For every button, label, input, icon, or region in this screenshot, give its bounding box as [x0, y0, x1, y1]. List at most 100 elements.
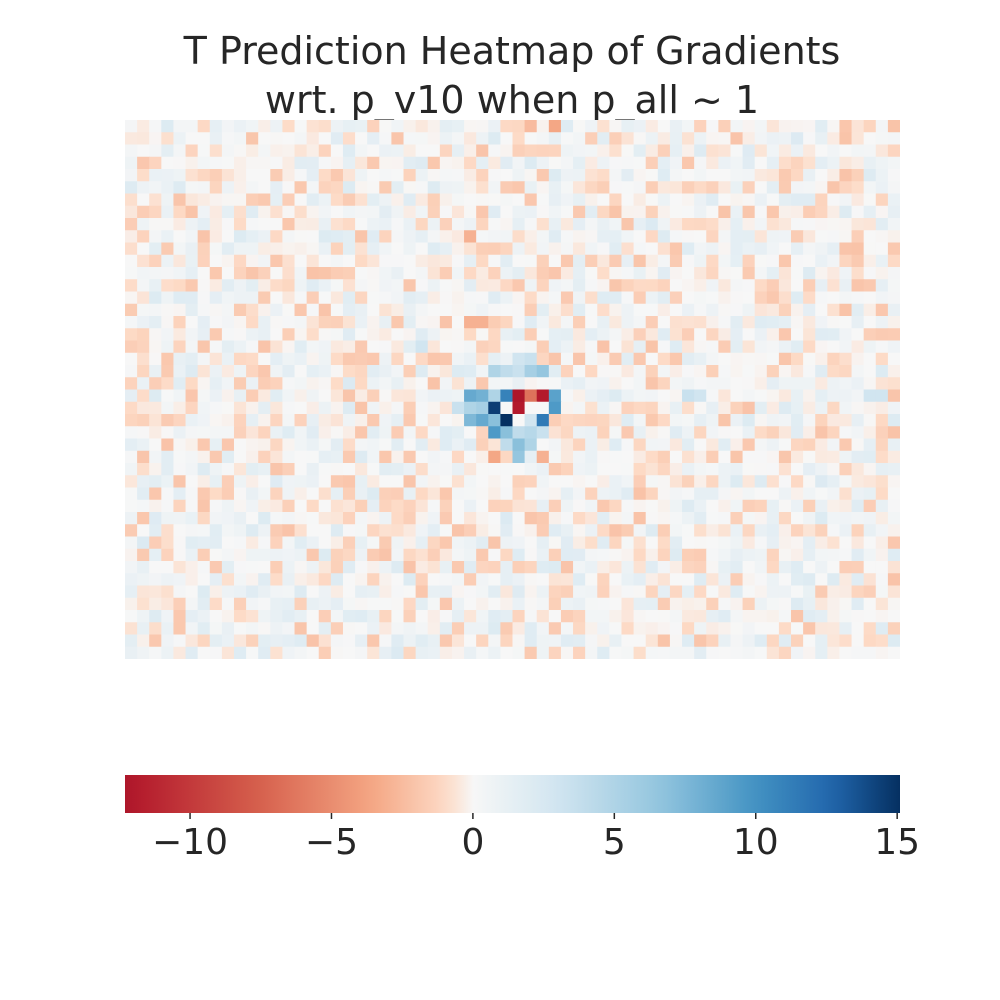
heatmap-cell	[682, 463, 695, 476]
heatmap-cell	[755, 292, 768, 305]
heatmap-cell	[161, 426, 174, 439]
heatmap-cell	[634, 230, 647, 243]
heatmap-cell	[730, 414, 743, 427]
heatmap-cell	[137, 206, 150, 219]
heatmap-cell	[815, 647, 828, 659]
heatmap-cell	[561, 439, 574, 452]
heatmap-cell	[621, 157, 634, 170]
heatmap-cell	[295, 292, 308, 305]
heatmap-cell	[282, 206, 295, 219]
heatmap-cell	[682, 377, 695, 390]
heatmap-cell	[210, 439, 223, 452]
heatmap-cell	[585, 549, 598, 562]
heatmap-cell	[295, 267, 308, 280]
heatmap-cell	[125, 561, 138, 574]
heatmap-cell	[730, 181, 743, 194]
heatmap-cell	[791, 635, 804, 648]
heatmap-cell	[670, 414, 683, 427]
heatmap-cell	[646, 145, 659, 158]
heatmap-cell	[125, 328, 138, 341]
heatmap-cell	[670, 157, 683, 170]
heatmap-cell	[549, 292, 562, 305]
heatmap-cell	[500, 120, 513, 133]
heatmap-cell	[513, 304, 526, 317]
heatmap-cell	[173, 475, 186, 488]
heatmap-cell	[694, 561, 707, 574]
heatmap-cell	[500, 439, 513, 452]
heatmap-cell	[173, 292, 186, 305]
heatmap-cell	[161, 145, 174, 158]
heatmap-cell	[839, 573, 852, 586]
heatmap-cell	[852, 316, 865, 329]
heatmap-cell	[864, 426, 877, 439]
heatmap-cell	[234, 414, 247, 427]
heatmap-cell	[464, 537, 477, 550]
heatmap-cell	[331, 304, 344, 317]
heatmap-cell	[367, 316, 380, 329]
heatmap-cell	[852, 635, 865, 648]
heatmap-cell	[391, 463, 404, 476]
heatmap-cell	[488, 524, 501, 537]
heatmap-cell	[173, 647, 186, 659]
heatmap-cell	[876, 230, 889, 243]
heatmap-cell	[222, 512, 235, 525]
heatmap-cell	[513, 181, 526, 194]
heatmap-cell	[391, 598, 404, 611]
heatmap-cell	[270, 181, 283, 194]
heatmap-cell	[476, 279, 489, 292]
heatmap-cell	[379, 157, 392, 170]
heatmap-cell	[549, 120, 562, 133]
heatmap-cell	[319, 622, 332, 635]
heatmap-cell	[803, 255, 816, 268]
heatmap-cell	[573, 145, 586, 158]
heatmap-cell	[319, 598, 332, 611]
heatmap-cell	[488, 610, 501, 623]
heatmap-cell	[452, 414, 465, 427]
heatmap-cell	[295, 341, 308, 354]
heatmap-cell	[452, 230, 465, 243]
heatmap-cell	[730, 549, 743, 562]
heatmap-cell	[718, 304, 731, 317]
heatmap-cell	[137, 181, 150, 194]
heatmap-cell	[137, 230, 150, 243]
heatmap-cell	[864, 316, 877, 329]
heatmap-cell	[864, 573, 877, 586]
heatmap-cell	[367, 181, 380, 194]
heatmap-cell	[355, 218, 368, 231]
heatmap-cell	[682, 292, 695, 305]
heatmap-cell	[452, 549, 465, 562]
heatmap-cell	[476, 463, 489, 476]
heatmap-cell	[234, 353, 247, 366]
heatmap-cell	[198, 194, 211, 207]
heatmap-cell	[864, 365, 877, 378]
heatmap-cell	[343, 414, 356, 427]
heatmap-cell	[621, 463, 634, 476]
heatmap-cell	[670, 426, 683, 439]
heatmap-cell	[767, 206, 780, 219]
heatmap-cell	[173, 586, 186, 599]
heatmap-cell	[585, 292, 598, 305]
heatmap-cell	[149, 120, 162, 133]
heatmap-cell	[210, 635, 223, 648]
heatmap-cell	[827, 622, 840, 635]
heatmap-cell	[222, 341, 235, 354]
heatmap-cell	[549, 475, 562, 488]
heatmap-cell	[416, 549, 429, 562]
heatmap-cell	[815, 218, 828, 231]
heatmap-cell	[646, 488, 659, 501]
heatmap-cell	[718, 316, 731, 329]
heatmap-cell	[573, 218, 586, 231]
heatmap-cell	[743, 341, 756, 354]
heatmap-cell	[597, 610, 610, 623]
heatmap-cell	[222, 426, 235, 439]
heatmap-cell	[755, 426, 768, 439]
heatmap-cell	[258, 402, 271, 415]
heatmap-cell	[186, 132, 199, 145]
heatmap-cell	[755, 255, 768, 268]
heatmap-cell	[282, 328, 295, 341]
heatmap-cell	[803, 439, 816, 452]
heatmap-cell	[500, 230, 513, 243]
heatmap-cell	[791, 120, 804, 133]
heatmap-cell	[307, 206, 320, 219]
heatmap-cell	[694, 194, 707, 207]
